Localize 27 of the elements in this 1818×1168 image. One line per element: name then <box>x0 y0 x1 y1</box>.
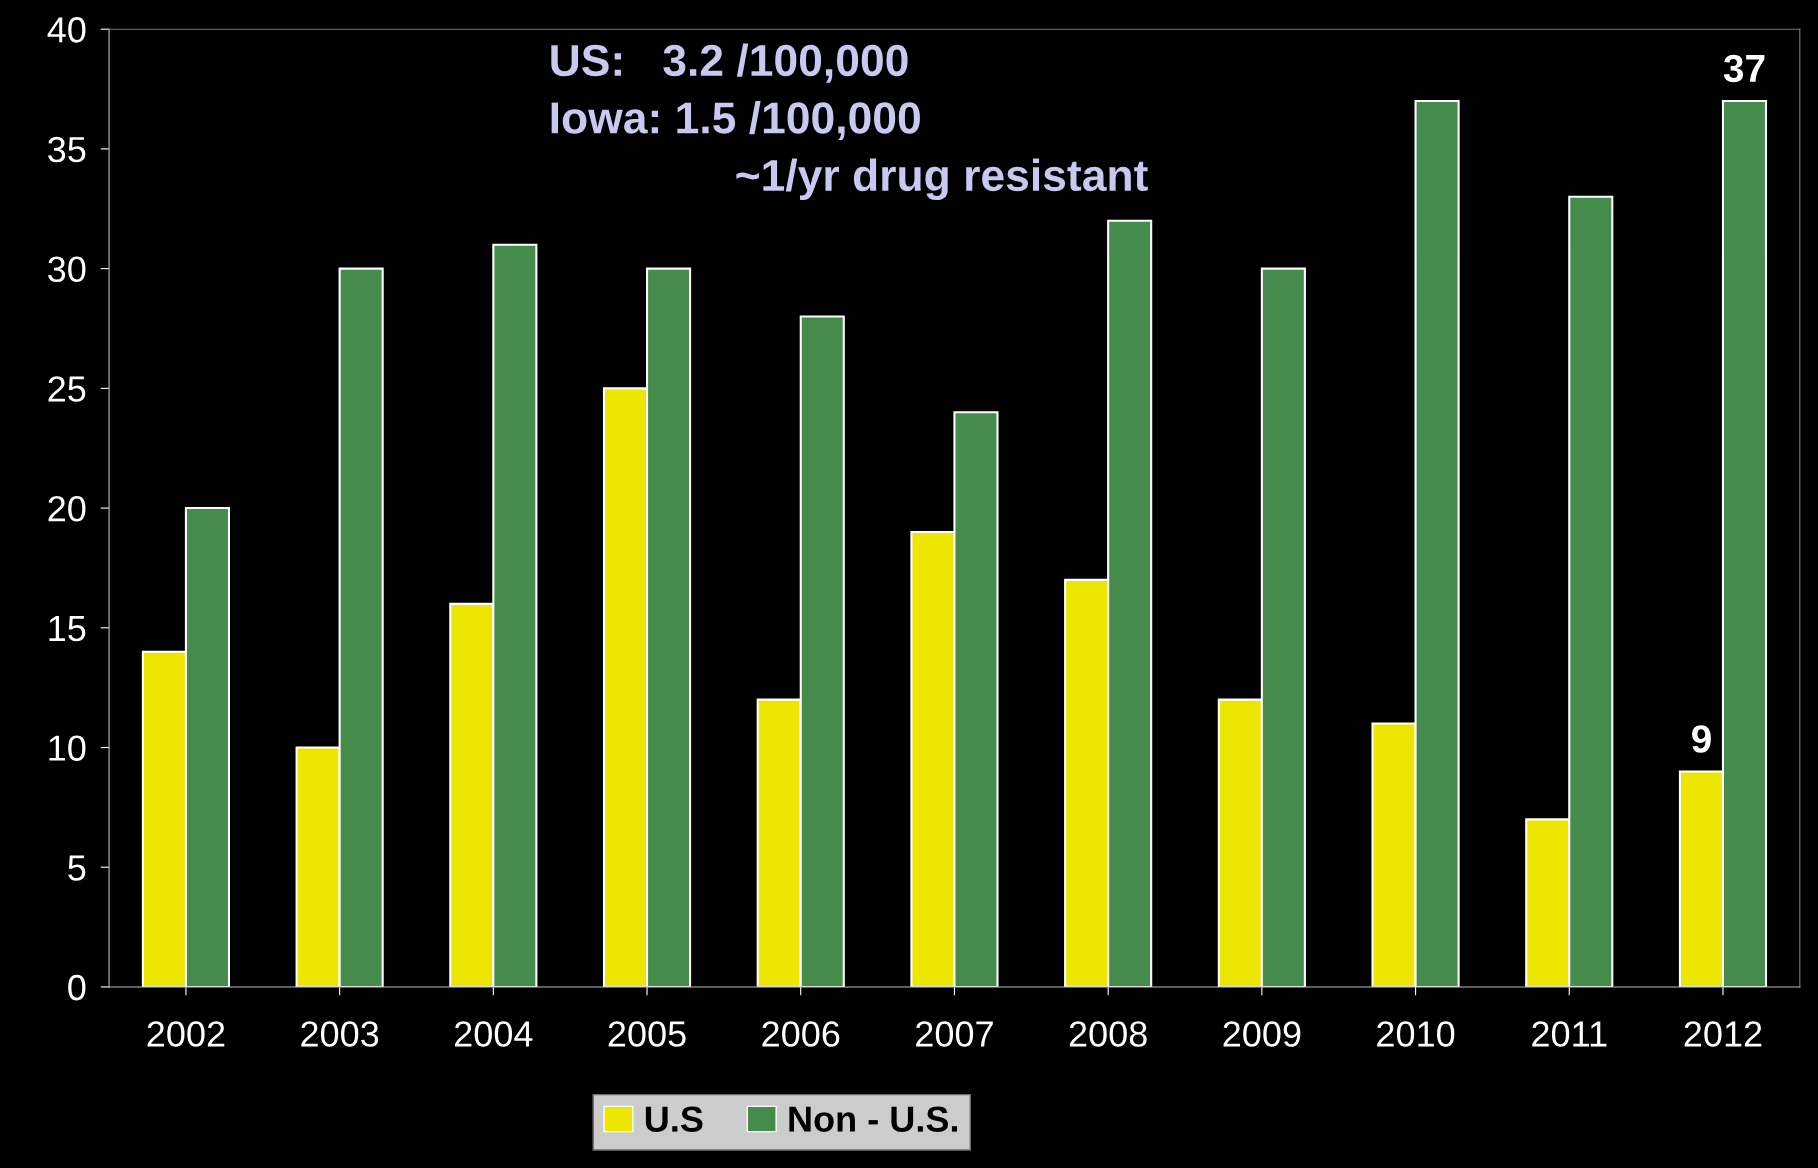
x-tick-label: 2010 <box>1377 1021 1455 1047</box>
x-tick-label: 2004 <box>454 1021 533 1047</box>
y-tick-label: 40 <box>47 17 86 43</box>
x-tick-label: 2011 <box>1532 1021 1607 1047</box>
annotation: Iowa: 1.5 /100,000 <box>551 101 920 141</box>
y-tick-label: 10 <box>49 735 86 761</box>
x-tick-label: 2006 <box>762 1021 840 1047</box>
annotation: ~1/yr drug resistant <box>736 158 1148 201</box>
data-label: 9 <box>1691 725 1711 753</box>
y-tick-label: 30 <box>48 256 86 283</box>
data-label: 37 <box>1723 54 1765 83</box>
x-tick-label: 2003 <box>301 1021 379 1047</box>
legend-label: Non - U.S. <box>789 1106 958 1132</box>
y-tick-label: 5 <box>68 855 86 881</box>
x-tick-label: 2009 <box>1223 1021 1301 1047</box>
x-tick-label: 2008 <box>1069 1021 1147 1047</box>
x-tick-label: 2002 <box>147 1021 225 1047</box>
y-tick-label: 35 <box>48 136 86 163</box>
x-tick-label: 2012 <box>1684 1021 1762 1047</box>
legend-label: U.S <box>645 1106 703 1132</box>
y-tick-label: 20 <box>48 495 86 522</box>
x-tick-label: 2005 <box>608 1021 686 1047</box>
y-tick-label: 25 <box>48 376 86 402</box>
y-tick-label: 15 <box>49 616 86 642</box>
annotation: US: 3.2 /100,000 <box>551 43 908 83</box>
x-tick-label: 2007 <box>916 1021 993 1047</box>
y-tick-label: 0 <box>68 974 86 1001</box>
